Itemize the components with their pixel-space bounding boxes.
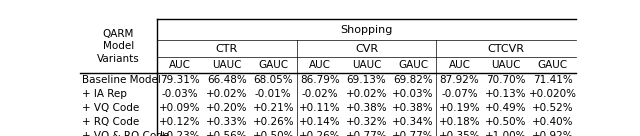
- Text: AUC: AUC: [309, 60, 331, 70]
- Text: AUC: AUC: [449, 60, 470, 70]
- Text: -0.07%: -0.07%: [441, 89, 478, 99]
- Text: 71.41%: 71.41%: [533, 75, 573, 85]
- Text: +0.03%: +0.03%: [392, 89, 434, 99]
- Text: Baseline Model: Baseline Model: [83, 75, 161, 85]
- Text: 70.70%: 70.70%: [486, 75, 526, 85]
- Text: UAUC: UAUC: [492, 60, 521, 70]
- Text: +0.38%: +0.38%: [346, 103, 387, 113]
- Text: GAUC: GAUC: [398, 60, 428, 70]
- Text: 66.48%: 66.48%: [207, 75, 246, 85]
- Text: +0.14%: +0.14%: [299, 117, 340, 127]
- Text: 79.31%: 79.31%: [160, 75, 200, 85]
- Text: +0.23%: +0.23%: [159, 132, 201, 136]
- Text: CTCVR: CTCVR: [488, 44, 525, 54]
- Text: +0.11%: +0.11%: [299, 103, 340, 113]
- Text: +0.50%: +0.50%: [253, 132, 294, 136]
- Text: -0.02%: -0.02%: [301, 89, 338, 99]
- Text: CTR: CTR: [216, 44, 238, 54]
- Text: +0.34%: +0.34%: [392, 117, 434, 127]
- Text: + VQ & RQ Code: + VQ & RQ Code: [83, 132, 170, 136]
- Text: +0.09%: +0.09%: [159, 103, 201, 113]
- Text: +0.77%: +0.77%: [392, 132, 434, 136]
- Text: Shopping: Shopping: [340, 25, 392, 35]
- Text: 69.82%: 69.82%: [393, 75, 433, 85]
- Text: UAUC: UAUC: [212, 60, 241, 70]
- Text: QARM
Model
Variants: QARM Model Variants: [97, 29, 140, 64]
- Text: +0.56%: +0.56%: [206, 132, 248, 136]
- Text: +0.02%: +0.02%: [346, 89, 387, 99]
- Text: +0.020%: +0.020%: [529, 89, 577, 99]
- Text: +1.00%: +1.00%: [485, 132, 527, 136]
- Text: -0.03%: -0.03%: [162, 89, 198, 99]
- Text: UAUC: UAUC: [352, 60, 381, 70]
- Text: 86.79%: 86.79%: [300, 75, 340, 85]
- Text: + RQ Code: + RQ Code: [83, 117, 140, 127]
- Text: +0.13%: +0.13%: [485, 89, 527, 99]
- Text: 68.05%: 68.05%: [253, 75, 293, 85]
- Text: +0.26%: +0.26%: [299, 132, 340, 136]
- Text: AUC: AUC: [169, 60, 191, 70]
- Text: +0.32%: +0.32%: [346, 117, 387, 127]
- Text: GAUC: GAUC: [538, 60, 568, 70]
- Text: +0.12%: +0.12%: [159, 117, 201, 127]
- Text: +0.52%: +0.52%: [532, 103, 573, 113]
- Text: 87.92%: 87.92%: [440, 75, 479, 85]
- Text: +0.77%: +0.77%: [346, 132, 387, 136]
- Text: +0.18%: +0.18%: [439, 117, 481, 127]
- Text: GAUC: GAUC: [258, 60, 289, 70]
- Text: +0.40%: +0.40%: [532, 117, 573, 127]
- Text: + IA Rep: + IA Rep: [83, 89, 127, 99]
- Text: +0.49%: +0.49%: [485, 103, 527, 113]
- Text: 69.13%: 69.13%: [347, 75, 387, 85]
- Text: +0.02%: +0.02%: [206, 89, 248, 99]
- Text: +0.21%: +0.21%: [253, 103, 294, 113]
- Text: +0.92%: +0.92%: [532, 132, 573, 136]
- Text: +0.50%: +0.50%: [485, 117, 527, 127]
- Text: -0.01%: -0.01%: [255, 89, 292, 99]
- Text: CVR: CVR: [355, 44, 378, 54]
- Text: +0.38%: +0.38%: [392, 103, 434, 113]
- Text: +0.35%: +0.35%: [439, 132, 481, 136]
- Text: +0.33%: +0.33%: [206, 117, 248, 127]
- Text: +0.26%: +0.26%: [253, 117, 294, 127]
- Text: +0.19%: +0.19%: [439, 103, 481, 113]
- Text: +0.20%: +0.20%: [206, 103, 248, 113]
- Text: + VQ Code: + VQ Code: [83, 103, 140, 113]
